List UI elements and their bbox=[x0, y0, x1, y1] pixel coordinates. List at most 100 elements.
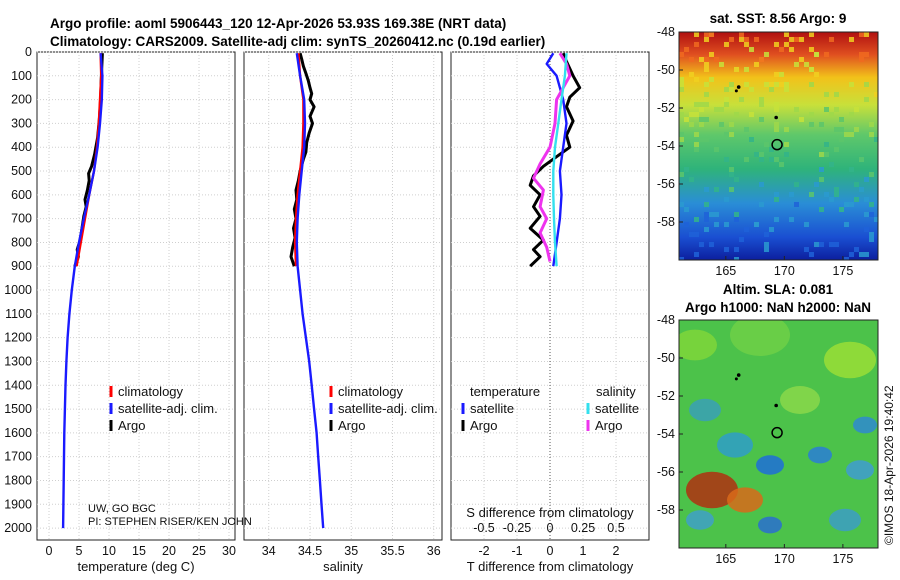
sst-cell bbox=[874, 92, 878, 97]
depth-tick-label: 700 bbox=[11, 212, 32, 226]
sst-cell bbox=[849, 37, 854, 42]
sst-cell bbox=[714, 147, 719, 152]
difference-tick-labels: -2 -1 0 1 2 bbox=[478, 544, 619, 558]
sst-cell bbox=[789, 192, 794, 197]
x-tick-label: 36 bbox=[427, 544, 441, 558]
sst-cell bbox=[694, 147, 699, 152]
sla-anomaly bbox=[756, 455, 784, 475]
institution-label: UW, GO BGC bbox=[88, 503, 156, 515]
sst-cell bbox=[839, 117, 844, 122]
sst-cell bbox=[704, 82, 709, 87]
sst-cell bbox=[739, 37, 744, 42]
sst-markers bbox=[734, 85, 783, 151]
sst-cell bbox=[869, 132, 874, 137]
sst-tick-labels: 165 170 175 -48 -50 -52 -54 -56 -58 bbox=[657, 25, 853, 278]
legend-temperature-title: temperature bbox=[470, 384, 540, 399]
sst-cell bbox=[839, 137, 844, 142]
imos-watermark: ©IMOS 18-Apr-2026 19:40:42 bbox=[882, 385, 896, 545]
salinity-panel: 34 34.5 35 35.5 36 salinity climatology sate… bbox=[243, 51, 443, 574]
sla-tick-labels: 165 170 175 -48 -50 -52 -54 -56 -58 bbox=[657, 313, 853, 566]
difference-legend: temperature salinity satellite Argo sate… bbox=[461, 384, 639, 433]
temperature-tick-labels: 0 5 10 15 20 25 30 bbox=[46, 544, 236, 558]
map-y-tick-label: -56 bbox=[657, 465, 675, 479]
track-point bbox=[774, 115, 778, 120]
sst-cell bbox=[864, 32, 869, 37]
sst-cell bbox=[809, 192, 814, 197]
sst-cell bbox=[744, 82, 749, 87]
sst-cell bbox=[734, 212, 739, 217]
sst-cell bbox=[719, 107, 724, 112]
sst-cell bbox=[749, 112, 754, 117]
depth-tick-label: 1000 bbox=[4, 283, 32, 297]
sst-cell bbox=[744, 37, 749, 42]
sst-cells bbox=[679, 32, 878, 260]
sla-anomaly bbox=[727, 487, 763, 513]
sst-cell bbox=[854, 247, 859, 252]
sst-cell bbox=[844, 222, 849, 227]
sst-cell bbox=[784, 142, 789, 147]
sst-cell bbox=[729, 82, 734, 87]
sst-cell bbox=[704, 117, 709, 122]
sst-cell bbox=[794, 37, 799, 42]
sst-cell bbox=[679, 77, 684, 82]
sst-cell bbox=[684, 47, 689, 52]
sst-cell bbox=[784, 32, 789, 37]
sst-cell bbox=[724, 197, 729, 202]
sst-cell bbox=[689, 112, 694, 117]
sst-cell bbox=[704, 32, 709, 37]
sst-cell bbox=[789, 37, 794, 42]
sst-cell bbox=[769, 227, 774, 232]
sst-cell bbox=[824, 52, 829, 57]
sst-cell bbox=[689, 72, 694, 77]
sst-cell bbox=[814, 242, 819, 247]
sst-cell bbox=[784, 152, 789, 157]
sst-cell bbox=[689, 57, 694, 62]
series-line-salinity-satellite bbox=[552, 53, 568, 267]
series-line-argo bbox=[289, 52, 316, 267]
argo-position-marker bbox=[771, 138, 783, 151]
sst-cell bbox=[854, 182, 859, 187]
sst-cell bbox=[769, 157, 774, 162]
sst-cell bbox=[829, 162, 834, 167]
sst-cell bbox=[724, 247, 729, 252]
sst-cell bbox=[709, 52, 714, 57]
track-point bbox=[774, 403, 778, 408]
legend-argo: Argo bbox=[338, 418, 365, 433]
salinity-legend: climatology satellite-adj. clim. Argo bbox=[329, 384, 438, 433]
map-y-tick-label: -50 bbox=[657, 63, 675, 77]
sst-cell bbox=[754, 37, 759, 42]
sst-cell bbox=[684, 222, 689, 227]
sst-cell bbox=[769, 87, 774, 92]
sst-cell bbox=[764, 247, 769, 252]
sst-cell bbox=[704, 67, 709, 72]
sst-cell bbox=[749, 137, 754, 142]
sst-cell bbox=[734, 217, 739, 222]
sst-cell bbox=[754, 62, 759, 67]
sst-cell bbox=[694, 217, 699, 222]
sst-cell bbox=[729, 172, 734, 177]
sst-cell bbox=[699, 107, 704, 112]
sst-cell bbox=[774, 102, 779, 107]
map-y-tick-label: -48 bbox=[657, 25, 675, 39]
sst-cell bbox=[869, 237, 874, 242]
x-tick-label: 0 bbox=[46, 544, 53, 558]
sla-anomaly bbox=[758, 516, 782, 534]
sst-cell bbox=[809, 112, 814, 117]
track-point bbox=[734, 377, 738, 381]
sst-cell bbox=[729, 87, 734, 92]
legend-s-satellite: satellite bbox=[595, 401, 639, 416]
sst-cell bbox=[679, 202, 684, 207]
depth-tick-labels: 0 100 200 300 400 500 600 700 800 900 1000 1100 1200… bbox=[4, 45, 32, 535]
map-y-tick-label: -52 bbox=[657, 389, 675, 403]
sst-cell bbox=[714, 212, 719, 217]
sst-cell bbox=[734, 177, 739, 182]
sst-cell bbox=[829, 112, 834, 117]
sst-cell bbox=[774, 127, 779, 132]
depth-tick-label: 1600 bbox=[4, 426, 32, 440]
x-tick-label: 35 bbox=[344, 544, 358, 558]
sst-cell bbox=[864, 227, 869, 232]
sst-cell bbox=[679, 132, 684, 137]
sst-cell bbox=[724, 132, 729, 137]
sst-cell bbox=[694, 77, 699, 82]
sst-cell bbox=[744, 42, 749, 47]
